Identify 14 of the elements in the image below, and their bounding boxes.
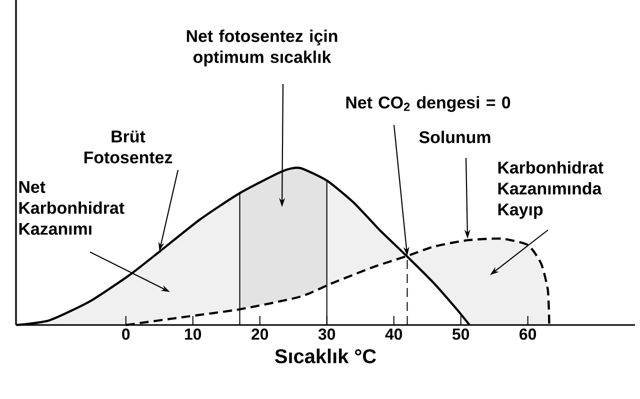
x-tick-label: 50 (452, 328, 470, 340)
x-tick-label: 0 (122, 328, 130, 340)
annotation: Karbonhidrat Kazanımında Kayıp (498, 161, 604, 219)
x-tick-label: 60 (520, 328, 536, 340)
x-tick-label: 20 (252, 328, 268, 340)
annotation: Brüt Fotosentez (84, 130, 172, 164)
x-tick-label: 40 (385, 328, 402, 340)
annotation: Solunum (419, 130, 490, 144)
annotation: Net Karbonhidrat Kazanımı (19, 181, 124, 235)
text: Net fotosentez için optimum sıcaklık (186, 30, 338, 66)
x-axis-title: Sıcaklık °C (275, 348, 376, 364)
annotation: Net CO$_{2}$ dengesi = 0 (346, 96, 510, 112)
x-tick-label: 30 (318, 328, 336, 340)
x-tick-label: 10 (185, 328, 202, 340)
